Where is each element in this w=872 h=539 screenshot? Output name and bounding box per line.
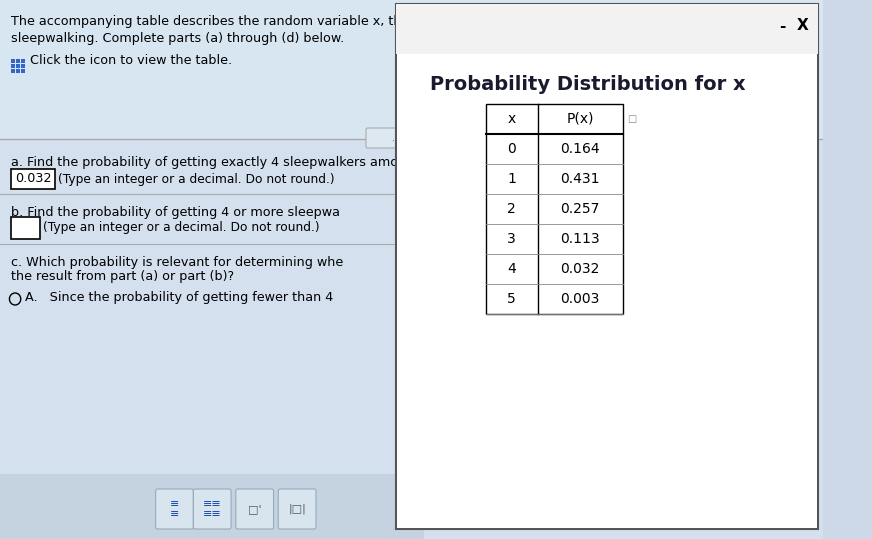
Text: 0.113: 0.113 xyxy=(561,232,600,246)
Text: |□|: |□| xyxy=(289,504,306,514)
Text: 2: 2 xyxy=(508,202,516,216)
Text: (Type an integer or a decimal. Do not round.): (Type an integer or a decimal. Do not ro… xyxy=(44,222,320,234)
Text: 0: 0 xyxy=(508,142,516,156)
Bar xyxy=(11,169,55,189)
Bar xyxy=(16,59,20,63)
Bar xyxy=(486,104,623,314)
Text: 1: 1 xyxy=(508,172,516,186)
Text: ≡≡
≡≡: ≡≡ ≡≡ xyxy=(203,499,221,520)
Text: A.   Since the probability of getting fewer than 4: A. Since the probability of getting fewe… xyxy=(24,292,333,305)
Bar xyxy=(21,64,24,68)
Bar xyxy=(21,59,24,63)
Text: 0.032: 0.032 xyxy=(15,172,51,185)
Text: -: - xyxy=(779,18,785,33)
Text: 0.164: 0.164 xyxy=(561,142,600,156)
Bar xyxy=(16,64,20,68)
Bar xyxy=(11,217,39,239)
Text: □': □' xyxy=(248,504,262,514)
Text: 0.032: 0.032 xyxy=(561,262,600,276)
Bar xyxy=(0,0,822,139)
Bar xyxy=(397,5,817,528)
Text: ≡
≡: ≡ ≡ xyxy=(170,499,179,520)
Bar xyxy=(11,59,15,63)
FancyBboxPatch shape xyxy=(278,489,316,529)
Text: 4: 4 xyxy=(508,262,516,276)
Text: 0.003: 0.003 xyxy=(561,292,600,306)
Text: sleepwalking. Complete parts (a) through (d) below.: sleepwalking. Complete parts (a) through… xyxy=(11,32,344,45)
Bar xyxy=(16,69,20,73)
Text: The accompanying table describes the random variable x, the numbers of adults in: The accompanying table describes the ran… xyxy=(11,15,727,28)
Bar xyxy=(21,69,24,73)
Text: X: X xyxy=(797,18,808,33)
Text: P(x): P(x) xyxy=(566,112,594,126)
Text: ...: ... xyxy=(392,133,400,143)
Text: 0.431: 0.431 xyxy=(561,172,600,186)
Text: b. Find the probability of getting 4 or more sleepwa: b. Find the probability of getting 4 or … xyxy=(11,206,340,219)
Text: 3: 3 xyxy=(508,232,516,246)
Text: (Type an integer or a decimal. Do not round.): (Type an integer or a decimal. Do not ro… xyxy=(58,172,335,185)
FancyBboxPatch shape xyxy=(235,489,274,529)
Text: Probability Distribution for x: Probability Distribution for x xyxy=(430,74,746,93)
Text: Click the icon to view the table.: Click the icon to view the table. xyxy=(31,53,232,66)
Text: a. Find the probability of getting exactly 4 sleepwalkers among 5 adults.: a. Find the probability of getting exact… xyxy=(11,156,474,169)
Bar xyxy=(11,69,15,73)
Text: the result from part (a) or part (b)?: the result from part (a) or part (b)? xyxy=(11,270,235,283)
FancyBboxPatch shape xyxy=(194,489,231,529)
Text: 0.257: 0.257 xyxy=(561,202,600,216)
Text: x: x xyxy=(508,112,516,126)
Bar xyxy=(11,64,15,68)
Bar xyxy=(396,4,818,529)
Text: □: □ xyxy=(627,114,637,124)
Text: 5: 5 xyxy=(508,292,516,306)
Bar xyxy=(0,474,425,539)
Text: c. Which probability is relevant for determining whe: c. Which probability is relevant for det… xyxy=(11,256,344,269)
FancyBboxPatch shape xyxy=(155,489,194,529)
FancyBboxPatch shape xyxy=(366,128,426,148)
Bar xyxy=(396,4,818,54)
